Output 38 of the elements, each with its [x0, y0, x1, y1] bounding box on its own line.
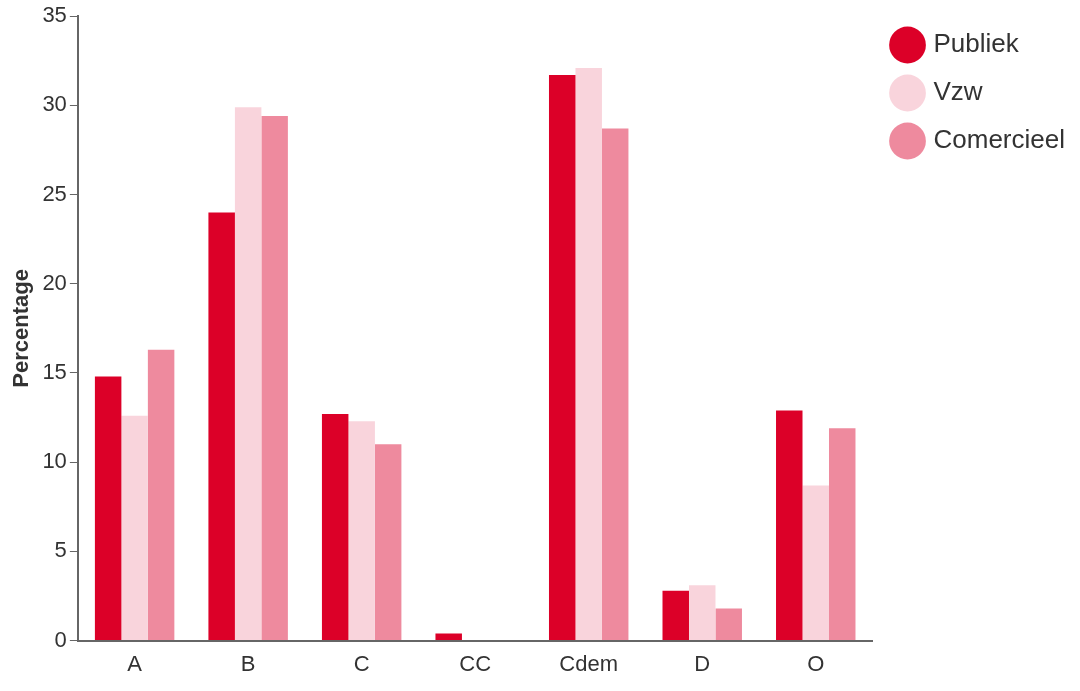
x-tick-label: Cdem — [559, 650, 619, 676]
bar — [715, 608, 742, 641]
bar — [829, 428, 856, 641]
x-tick-label: O — [807, 650, 825, 676]
x-tick-label: C — [353, 650, 370, 676]
y-tick-label: 20 — [42, 269, 67, 295]
x-tick-label: B — [240, 650, 256, 676]
bar — [776, 410, 803, 641]
bar — [208, 212, 235, 641]
bar — [548, 75, 576, 641]
bar — [321, 414, 349, 641]
legend-label: Comercieel — [933, 124, 1066, 155]
bar — [121, 415, 148, 641]
y-axis-title: Percentage — [8, 269, 34, 388]
bar — [261, 116, 288, 641]
y-tick-label: 15 — [42, 359, 67, 385]
x-tick-label: D — [694, 650, 711, 676]
bar — [575, 67, 602, 641]
bar — [374, 444, 402, 641]
x-tick-label: CC — [459, 650, 492, 676]
bar — [234, 107, 262, 641]
bar — [435, 633, 462, 641]
legend-label: Publiek — [933, 28, 1020, 59]
y-tick-label: 35 — [42, 2, 67, 28]
y-tick-label: 25 — [42, 180, 67, 206]
bar — [601, 128, 629, 641]
y-tick-label: 30 — [42, 91, 67, 117]
legend-label: Vzw — [933, 76, 983, 107]
x-tick-label: A — [127, 650, 143, 676]
y-tick-label: 0 — [54, 626, 67, 652]
bar — [348, 421, 375, 641]
bar — [662, 590, 689, 641]
bar — [147, 349, 175, 641]
bar — [94, 376, 122, 641]
y-tick-label: 5 — [54, 537, 67, 563]
y-tick-label: 10 — [42, 448, 67, 474]
bar — [688, 585, 716, 641]
bar — [802, 485, 829, 641]
